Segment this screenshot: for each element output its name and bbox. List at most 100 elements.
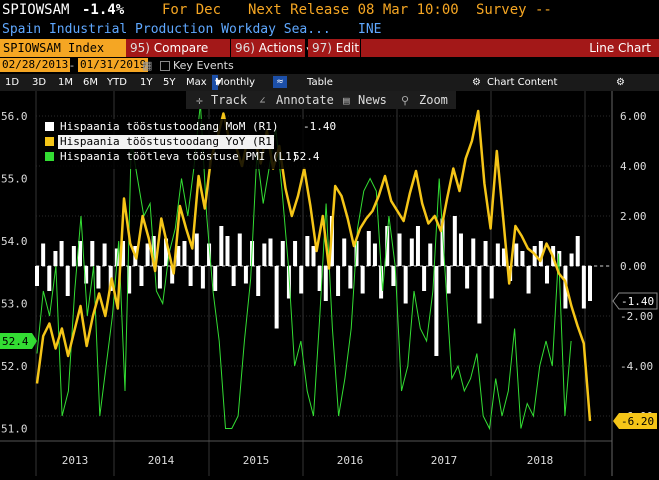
mom-last-tag: -1.40 — [612, 292, 658, 310]
track-button[interactable]: Track — [211, 93, 248, 107]
mom-last-tag-shape — [612, 292, 658, 310]
mom-bar — [538, 241, 543, 266]
mom-bar — [471, 238, 476, 266]
annotate-button[interactable]: Annotate — [276, 93, 334, 107]
mom-bar — [495, 243, 500, 266]
range-max-button[interactable]: Max — [186, 77, 207, 88]
x-tick-label: 2015 — [243, 454, 270, 467]
chart-svg[interactable]: 2013 2014 2015 2016 2017 2018 56.0 55.0 54.0 53.0… — [0, 91, 659, 476]
mom-bar — [415, 226, 420, 266]
mom-bar — [489, 266, 494, 299]
gear-icon-left[interactable]: ⚙ — [472, 77, 481, 88]
mom-bar — [200, 266, 205, 289]
range-ytd-button[interactable]: YTD — [107, 77, 127, 88]
chart-overlay: -1.40 -6.20 52.4 ✛ Track ∠ Annotate ▤ News ⚲ Zoom H… — [0, 91, 658, 429]
mom-bar — [78, 241, 83, 266]
mom-bar — [231, 266, 236, 286]
mom-bar — [194, 233, 199, 266]
legend: Hispaania tööstustoodang MoM (R1) -1.40 Hi… — [40, 119, 340, 169]
mom-bar — [520, 251, 525, 266]
left-tick-label: 51.0 — [1, 423, 28, 436]
table-button[interactable]: Table — [307, 77, 333, 88]
mom-bar — [588, 266, 592, 301]
ticker-symbol[interactable]: SPIOWSAM — [2, 2, 70, 18]
right-tick-label: 4.00 — [620, 160, 647, 173]
legend-swatch — [45, 137, 54, 146]
right-tick-label: 2.00 — [620, 210, 647, 223]
mom-bar — [299, 266, 304, 294]
key-events-checkbox[interactable] — [160, 61, 170, 71]
mom-bar — [526, 266, 531, 294]
compare-number: 95) — [130, 41, 150, 55]
mom-bar — [458, 233, 463, 266]
mom-bar — [348, 266, 353, 289]
mom-bar — [59, 241, 64, 266]
mom-bar — [96, 266, 101, 289]
yoy-last-tag: -6.20 — [613, 413, 657, 429]
range-1m-button[interactable]: 1M — [58, 77, 73, 88]
mom-bar — [422, 266, 427, 291]
range-5y-button[interactable]: 5Y — [163, 77, 176, 88]
mom-bar — [409, 238, 414, 266]
mom-bar — [360, 266, 365, 294]
frequency-dropdown[interactable]: Monthly ▼ — [212, 75, 255, 90]
legend-highlight — [58, 135, 274, 149]
mom-bar — [403, 266, 408, 304]
range-6m-button[interactable]: 6M — [83, 77, 98, 88]
track-icon: ✛ — [196, 94, 203, 107]
frequency-dropdown-icon: ▼ — [215, 78, 222, 87]
range-3d-button[interactable]: 3D — [32, 77, 47, 88]
mom-bar — [188, 266, 193, 286]
mom-bar — [428, 243, 433, 266]
mom-bar — [385, 226, 390, 266]
line-chart-icon[interactable]: ≈ — [273, 76, 287, 88]
mom-bar — [293, 241, 298, 266]
mom-bar — [182, 241, 187, 266]
mom-bar — [323, 266, 328, 301]
mom-bar — [305, 236, 310, 266]
mom-bar — [237, 233, 242, 266]
mom-bar — [164, 238, 169, 266]
mom-bar — [575, 236, 580, 266]
mom-bar — [336, 266, 341, 296]
chart-area[interactable]: 2013 2014 2015 2016 2017 2018 56.0 55.0 54.0 53.0… — [0, 91, 659, 476]
mom-bar — [514, 243, 519, 266]
mom-bar — [47, 266, 52, 291]
left-tick-label: 52.0 — [1, 360, 28, 373]
legend-last-value: -6.20 — [303, 135, 336, 148]
mom-bar — [207, 243, 212, 266]
range-1y-button[interactable]: 1Y — [140, 77, 153, 88]
chart-type-label[interactable]: Line Chart — [361, 39, 659, 57]
survey-label: Survey -- — [476, 2, 552, 18]
chart-content-button[interactable]: Chart Content — [487, 77, 558, 88]
mom-bar — [84, 266, 89, 284]
calendar-icon[interactable]: ▦ — [142, 59, 153, 72]
news-button[interactable]: News — [358, 93, 387, 107]
actions-button[interactable]: 96) Actions ▾ — [231, 39, 311, 57]
pmi-last-tag-text: 52.4 — [2, 335, 29, 348]
series-lines — [35, 103, 592, 431]
left-tick-label: 54.0 — [1, 235, 28, 248]
gear-icon-right[interactable]: ⚙ — [616, 77, 625, 88]
mom-bar — [262, 243, 267, 266]
compare-button[interactable]: 95) Compare — [126, 39, 230, 57]
yoy-last-tag-shape — [613, 413, 657, 429]
zoom-icon: ⚲ — [401, 94, 409, 107]
mom-bar — [280, 241, 285, 266]
tools-bar-bg — [186, 91, 456, 109]
zoom-button[interactable]: Zoom — [419, 93, 448, 107]
mom-bar — [65, 266, 70, 296]
pmi-last-tag-shape — [0, 333, 37, 349]
legend-label: Hispaania tööstustoodang YoY (R1) — [60, 135, 279, 148]
chart-axes: 2013 2014 2015 2016 2017 2018 56.0 55.0 54.0 53.0… — [0, 91, 653, 476]
end-date-field[interactable]: 01/31/2019 — [78, 58, 149, 72]
index-field[interactable]: SPIOWSAM Index — [0, 39, 126, 57]
edit-button[interactable]: 97) Edit ▾ — [308, 39, 367, 57]
mom-bar — [465, 266, 470, 289]
range-1d-button[interactable]: 1D — [5, 77, 20, 88]
mom-bar — [366, 231, 371, 266]
legend-swatch — [45, 122, 54, 131]
start-date-field[interactable]: 02/28/2013 — [0, 58, 71, 72]
mom-bar — [176, 246, 181, 266]
x-tick-label: 2016 — [337, 454, 364, 467]
